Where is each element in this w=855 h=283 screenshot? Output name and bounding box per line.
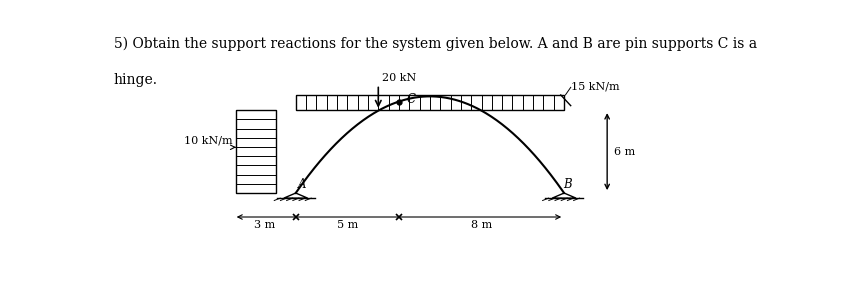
Text: 10 kN/m: 10 kN/m: [184, 136, 233, 146]
Text: 3 m: 3 m: [254, 220, 275, 230]
Bar: [296, 95, 564, 110]
Text: hinge.: hinge.: [114, 73, 157, 87]
Text: 6 m: 6 m: [614, 147, 635, 156]
Text: C: C: [407, 93, 416, 106]
Text: 20 kN: 20 kN: [381, 73, 416, 83]
Text: B: B: [563, 178, 571, 191]
Bar: [236, 110, 276, 193]
Text: A: A: [298, 178, 307, 191]
Text: 5 m: 5 m: [337, 220, 358, 230]
Text: 8 m: 8 m: [471, 220, 492, 230]
Text: 15 kN/m: 15 kN/m: [571, 81, 619, 91]
Text: 5) Obtain the support reactions for the system given below. A and B are pin supp: 5) Obtain the support reactions for the …: [114, 36, 757, 51]
